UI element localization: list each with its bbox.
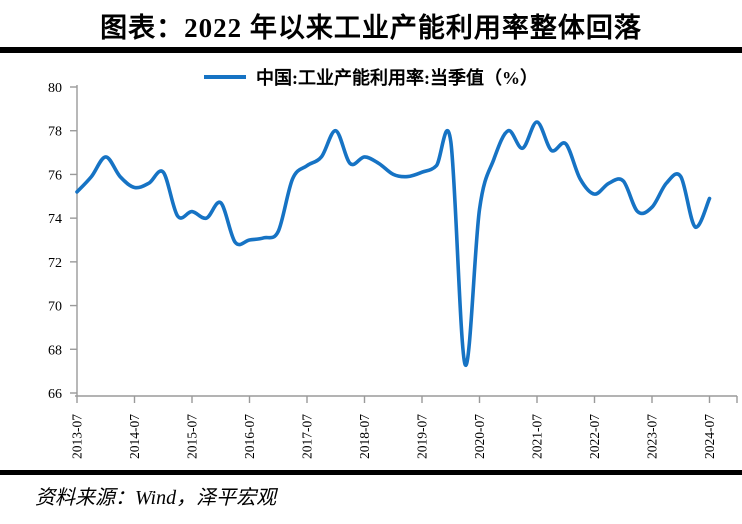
x-tick-label: 2016-07 (242, 414, 257, 459)
source-divider (0, 470, 742, 475)
data-line-series (75, 120, 712, 367)
x-tick-label: 2023-07 (645, 414, 660, 459)
legend: 中国:工业产能利用率:当季值（%） (0, 62, 742, 92)
x-tick-label: 2019-07 (415, 414, 430, 459)
x-tick-label: 2013-07 (70, 414, 85, 459)
y-tick-labels: 80 78 76 74 72 70 68 66 (48, 81, 62, 402)
legend-line-icon (204, 75, 246, 79)
x-tick-labels: 2013-07 2014-07 2015-07 2016-07 2017-07 2018-… (70, 414, 718, 459)
y-tick-label: 74 (48, 212, 62, 227)
x-tick-label: 2024-07 (702, 414, 717, 459)
y-tick-label: 76 (48, 168, 62, 183)
x-tick-label: 2018-07 (357, 414, 372, 459)
axes (70, 85, 738, 403)
x-tick-label: 2021-07 (530, 414, 545, 459)
x-tick-label: 2014-07 (127, 414, 142, 459)
y-tick-label: 70 (48, 300, 62, 315)
title-divider (0, 47, 742, 53)
y-tick-label: 72 (48, 256, 62, 271)
x-tick-label: 2020-07 (472, 414, 487, 459)
source-note: 资料来源：Wind，泽平宏观 (35, 487, 277, 509)
y-tick-label: 68 (48, 343, 62, 358)
y-tick-label: 78 (48, 125, 62, 140)
x-tick-label: 2015-07 (185, 414, 200, 459)
legend-label: 中国:工业产能利用率:当季值（%） (256, 68, 538, 88)
chart-title: 图表：2022 年以来工业产能利用率整体回落 (100, 13, 642, 43)
x-tick-label: 2017-07 (300, 414, 315, 459)
y-tick-label: 80 (48, 81, 62, 96)
x-tick-label: 2022-07 (587, 414, 602, 459)
y-tick-label: 66 (48, 387, 62, 402)
